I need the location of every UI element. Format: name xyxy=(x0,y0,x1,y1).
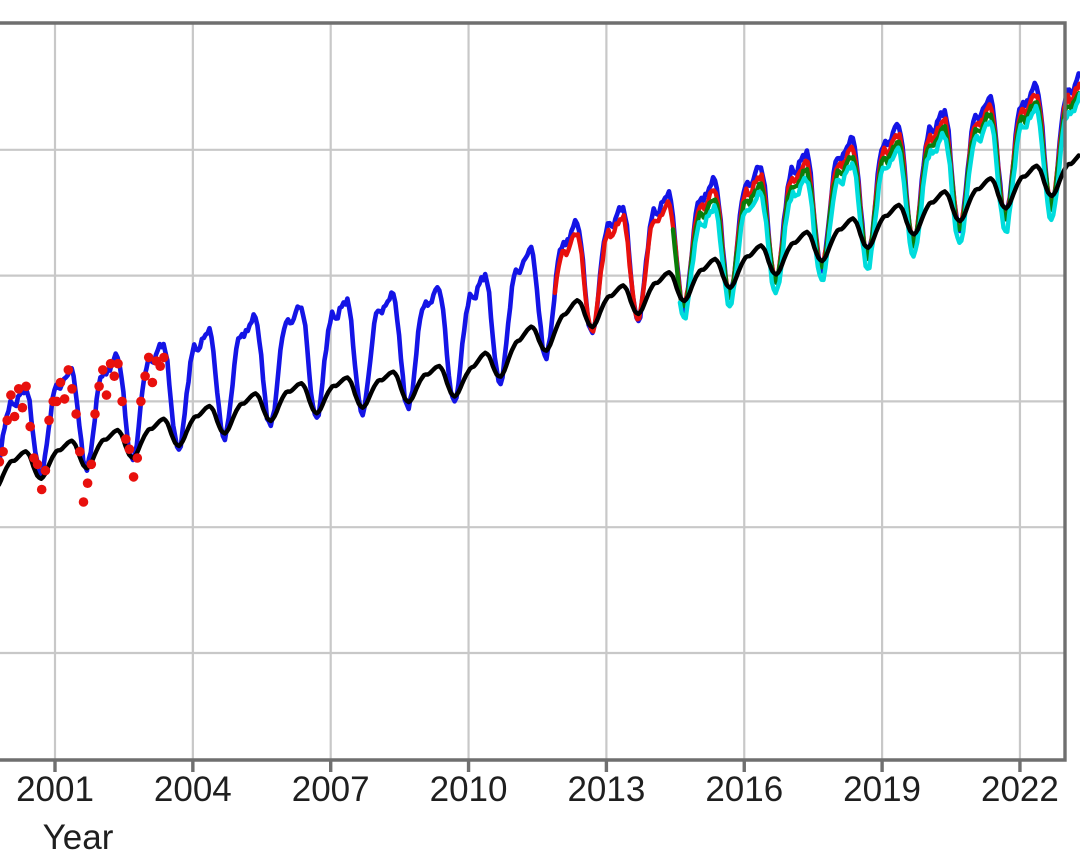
x-tick-label-2013: 2013 xyxy=(567,770,645,809)
series-model-cyan xyxy=(677,91,1080,321)
x-tick-labels: 2001 2004 2007 2010 2013 2016 2019 2022 xyxy=(16,770,1059,809)
obs-dot xyxy=(0,446,8,457)
x-tick-label-2001: 2001 xyxy=(16,770,94,809)
x-tick-label-2019: 2019 xyxy=(843,770,921,809)
obs-dot xyxy=(78,497,89,507)
x-tick-label-2007: 2007 xyxy=(292,770,370,809)
obs-dot xyxy=(2,415,12,426)
obs-dot xyxy=(86,459,97,470)
obs-dot xyxy=(140,371,150,382)
obs-dot xyxy=(90,409,100,419)
x-tick-label-2010: 2010 xyxy=(430,770,508,809)
obs-dot xyxy=(52,396,62,407)
obs-dot xyxy=(143,352,154,363)
obs-dot xyxy=(32,459,43,470)
obs-dot xyxy=(155,361,165,372)
series-trend-black xyxy=(0,153,1080,487)
obs-dot xyxy=(63,365,74,375)
obs-dot xyxy=(128,472,139,482)
obs-dot xyxy=(21,381,31,392)
obs-dot xyxy=(40,465,51,476)
data-series xyxy=(0,71,1080,507)
obs-dot xyxy=(132,453,143,463)
obs-dot xyxy=(124,444,135,455)
obs-dot xyxy=(117,396,127,407)
x-axis-title: Year xyxy=(42,818,114,857)
obs-dot xyxy=(101,390,112,400)
obs-dot xyxy=(94,381,104,392)
obs-dot xyxy=(13,384,24,394)
obs-dot xyxy=(109,371,120,382)
x-tick-label-2004: 2004 xyxy=(154,770,232,809)
obs-dot xyxy=(113,358,123,369)
obs-dot xyxy=(159,352,169,363)
axes xyxy=(0,21,1067,772)
obs-dot xyxy=(25,421,35,432)
obs-dot xyxy=(82,478,93,489)
obs-dot xyxy=(0,457,5,467)
obs-dot xyxy=(121,434,131,444)
obs-dot xyxy=(59,394,70,404)
obs-dot xyxy=(136,396,146,407)
x-tick-label-2016: 2016 xyxy=(705,770,783,809)
obs-dot xyxy=(17,402,28,413)
obs-dot xyxy=(55,377,66,388)
obs-dot xyxy=(98,365,108,375)
series-model-blue xyxy=(0,71,1080,478)
obs-dot xyxy=(6,390,16,400)
obs-dot xyxy=(105,358,116,369)
obs-dot xyxy=(75,446,85,457)
obs-dot xyxy=(9,411,20,422)
gridlines xyxy=(0,23,1065,760)
x-tick-label-2022: 2022 xyxy=(981,770,1059,809)
obs-dot xyxy=(147,377,158,388)
series-obs-dots xyxy=(0,352,169,507)
plot-border xyxy=(0,21,1067,762)
obs-dot xyxy=(67,384,77,394)
obs-dot xyxy=(36,484,47,495)
obs-dot xyxy=(71,409,81,419)
obs-dot xyxy=(44,415,54,426)
